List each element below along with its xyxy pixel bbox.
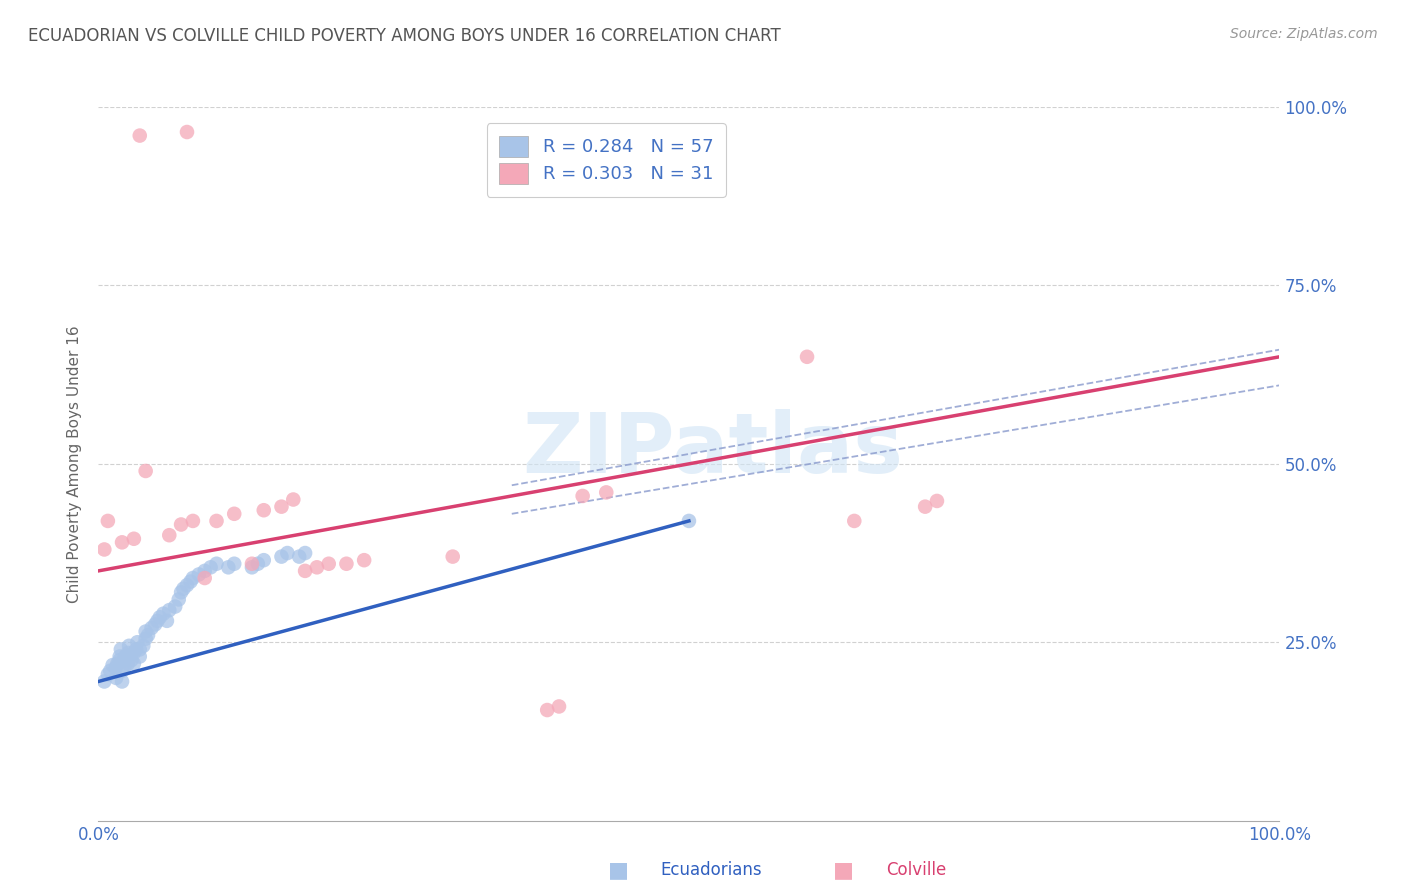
Point xyxy=(167,592,190,607)
Point xyxy=(353,553,375,567)
Point xyxy=(157,528,180,542)
Point xyxy=(288,549,311,564)
Point xyxy=(152,607,174,621)
Point xyxy=(111,674,134,689)
Text: Colville: Colville xyxy=(886,861,946,879)
Point xyxy=(844,514,866,528)
Point xyxy=(141,621,163,635)
Text: ZIPatlas: ZIPatlas xyxy=(522,409,903,490)
Point xyxy=(108,649,131,664)
Point xyxy=(925,494,948,508)
Point xyxy=(105,657,128,671)
Point xyxy=(305,560,328,574)
Point xyxy=(253,503,276,517)
Point xyxy=(135,632,157,646)
Point xyxy=(194,571,217,585)
Point xyxy=(165,599,187,614)
Point xyxy=(224,507,246,521)
Point xyxy=(205,557,228,571)
Point xyxy=(224,557,246,571)
Point xyxy=(136,628,159,642)
Point xyxy=(108,653,131,667)
Point xyxy=(536,703,558,717)
Point xyxy=(187,567,209,582)
Point xyxy=(93,542,115,557)
Point xyxy=(127,635,149,649)
Y-axis label: Child Poverty Among Boys Under 16: Child Poverty Among Boys Under 16 xyxy=(67,325,83,603)
Point xyxy=(595,485,617,500)
Point xyxy=(270,549,292,564)
Point xyxy=(112,660,135,674)
Point xyxy=(270,500,292,514)
Point xyxy=(143,617,166,632)
Point xyxy=(294,546,316,560)
Point xyxy=(283,492,305,507)
Point xyxy=(170,585,193,599)
Point xyxy=(97,514,120,528)
Point xyxy=(118,639,141,653)
Point xyxy=(132,639,155,653)
Point xyxy=(105,671,128,685)
Text: Source: ZipAtlas.com: Source: ZipAtlas.com xyxy=(1230,27,1378,41)
Point xyxy=(180,574,202,589)
Point xyxy=(571,489,593,503)
Point xyxy=(122,657,145,671)
Text: ■: ■ xyxy=(609,860,628,880)
Point xyxy=(678,514,700,528)
Point xyxy=(128,642,150,657)
Point xyxy=(176,125,198,139)
Point xyxy=(548,699,571,714)
Point xyxy=(217,560,239,574)
Point xyxy=(205,514,228,528)
Point xyxy=(240,557,263,571)
Point xyxy=(122,532,145,546)
Point xyxy=(318,557,340,571)
Point xyxy=(98,664,121,678)
Point xyxy=(110,642,132,657)
Point xyxy=(121,653,143,667)
Point xyxy=(335,557,357,571)
Legend: R = 0.284   N = 57, R = 0.303   N = 31: R = 0.284 N = 57, R = 0.303 N = 31 xyxy=(486,123,725,196)
Point xyxy=(194,564,217,578)
Point xyxy=(157,603,180,617)
Point xyxy=(441,549,464,564)
Point xyxy=(146,614,169,628)
Point xyxy=(176,578,198,592)
Text: Ecuadorians: Ecuadorians xyxy=(661,861,762,879)
Point xyxy=(253,553,276,567)
Point xyxy=(149,610,172,624)
Point xyxy=(111,535,134,549)
Point xyxy=(101,658,124,673)
Point xyxy=(240,560,263,574)
Text: ■: ■ xyxy=(834,860,853,880)
Point xyxy=(105,660,128,674)
Point xyxy=(122,646,145,660)
Point xyxy=(200,560,222,574)
Point xyxy=(170,517,193,532)
Point xyxy=(135,624,157,639)
Point xyxy=(135,464,157,478)
Point xyxy=(117,646,139,660)
Point xyxy=(97,667,120,681)
Text: ECUADORIAN VS COLVILLE CHILD POVERTY AMONG BOYS UNDER 16 CORRELATION CHART: ECUADORIAN VS COLVILLE CHILD POVERTY AMO… xyxy=(28,27,780,45)
Point xyxy=(128,128,150,143)
Point xyxy=(125,642,148,657)
Point xyxy=(93,674,115,689)
Point xyxy=(181,571,204,585)
Point xyxy=(172,582,194,596)
Point xyxy=(276,546,298,560)
Point xyxy=(111,664,134,678)
Point xyxy=(796,350,818,364)
Point xyxy=(914,500,936,514)
Point xyxy=(128,649,150,664)
Point xyxy=(117,657,139,671)
Point xyxy=(246,557,269,571)
Point xyxy=(114,649,136,664)
Point xyxy=(181,514,204,528)
Point xyxy=(112,653,135,667)
Point xyxy=(156,614,179,628)
Point xyxy=(294,564,316,578)
